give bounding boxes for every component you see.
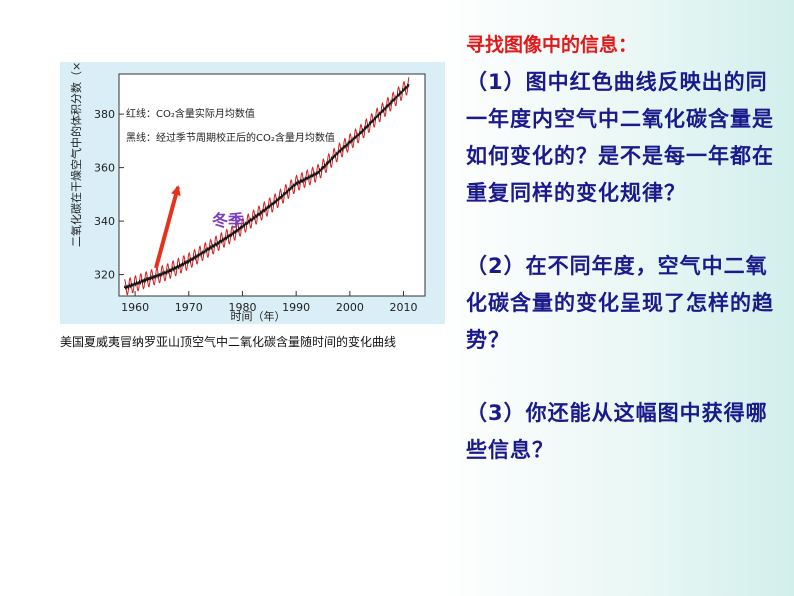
y-tick-label: 340 — [94, 215, 115, 228]
y-tick-label: 320 — [94, 269, 115, 282]
question-heading: 寻找图像中的信息： — [466, 34, 638, 56]
x-tick-label: 1960 — [121, 301, 149, 314]
question-1: （1）图中红色曲线反映出的同一年度内空气中二氧化碳含量是如何变化的？是不是每一年… — [466, 70, 774, 205]
x-tick-label: 2000 — [336, 301, 364, 314]
black-adjusted-line — [123, 82, 410, 291]
y-axis-label: 二氧化碳在干燥空气中的体积分数（×10⁻⁶） — [69, 62, 83, 247]
x-axis-label: 时间（年） — [231, 309, 286, 323]
co2-chart: 1960 1970 1980 1990 2000 2010 320 340 360 380 二氧化… — [69, 62, 426, 323]
x-tick-label: 1970 — [175, 301, 203, 314]
winter-arrow — [154, 185, 181, 269]
x-tick-label: 1990 — [282, 301, 310, 314]
plot-area — [118, 73, 426, 297]
y-tick-label: 380 — [94, 108, 115, 121]
question-2: （2）在不同年度，空气中二氧化碳含量的变化呈现了怎样的趋势？ — [466, 254, 774, 352]
legend-red-line: 红线：CO₂含量实际月均数值 — [126, 107, 255, 120]
winter-annotation: 冬季 — [212, 211, 245, 230]
question-panel: 寻找图像中的信息： （1）图中红色曲线反映出的同一年度内空气中二氧化碳含量是如何… — [466, 28, 786, 469]
red-seasonal-line — [123, 77, 410, 296]
x-tick-label: 1980 — [228, 301, 256, 314]
question-3: （3）你还能从这幅图中获得哪些信息？ — [466, 401, 768, 462]
y-tick-label: 360 — [94, 162, 115, 175]
x-tick-label: 2010 — [390, 301, 418, 314]
legend-black-line: 黑线：经过季节周期校正后的CO₂含量月均数值 — [126, 131, 335, 144]
figure-caption: 美国夏威夷冒纳罗亚山顶空气中二氧化碳含量随时间的变化曲线 — [60, 335, 397, 349]
